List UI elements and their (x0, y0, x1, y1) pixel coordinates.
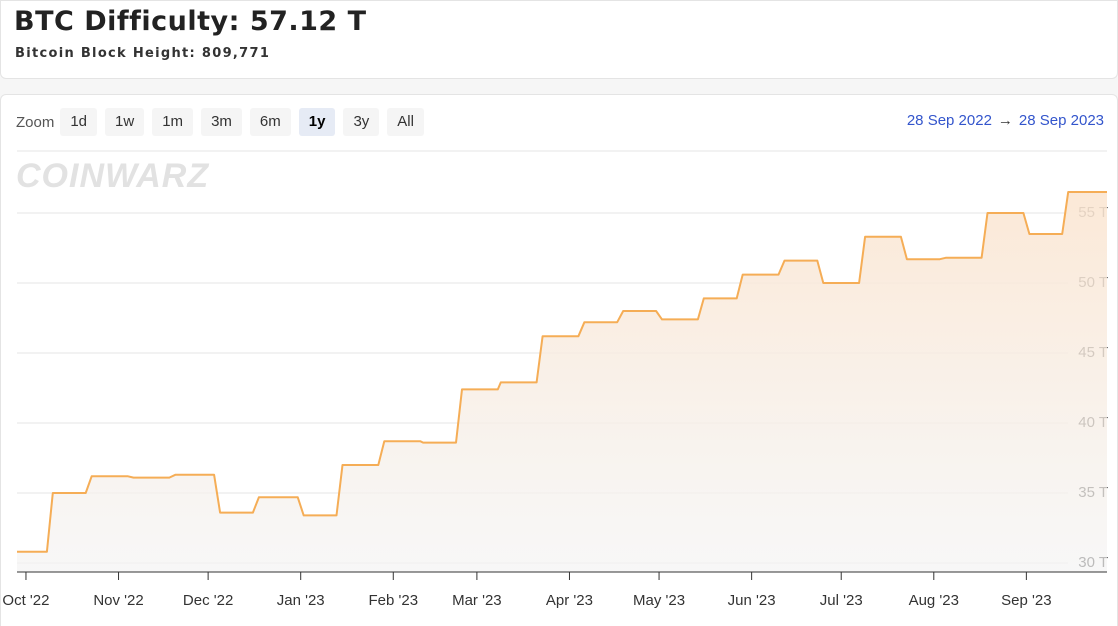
zoom-button[interactable]: 1y (298, 108, 336, 136)
range-to[interactable]: 28 Sep 2023 (1018, 112, 1104, 129)
x-tick-label: Apr '23 (546, 592, 593, 609)
x-tick-label: Jan '23 (277, 592, 325, 609)
x-tick-label: May '23 (633, 592, 685, 609)
page-title: BTC Difficulty: 57.12 T (14, 6, 367, 37)
zoom-label: Zoom (16, 113, 55, 131)
x-tick-label: Nov '22 (93, 592, 143, 609)
x-tick-label: Feb '23 (368, 592, 418, 609)
date-range: 28 Sep 2022 → 28 Sep 2023 (907, 112, 1104, 129)
zoom-button[interactable]: 3y (343, 108, 380, 136)
zoom-button[interactable]: 3m (201, 108, 242, 136)
x-tick-label: Sep '23 (1001, 592, 1051, 609)
x-tick-label: Jul '23 (820, 592, 863, 609)
x-tick-label: Aug '23 (909, 592, 959, 609)
zoom-button[interactable]: 1d (60, 108, 98, 136)
zoom-button[interactable]: All (387, 108, 424, 136)
watermark: COINWARZ (16, 157, 209, 195)
header-card: BTC Difficulty: 57.12 T Bitcoin Block He… (0, 0, 1118, 79)
x-tick-label: Dec '22 (183, 592, 233, 609)
area-fill (17, 192, 1107, 572)
zoom-bar: Zoom 1d 1w 1m 3m 6m 1y 3y All (16, 108, 432, 136)
x-tick-label: Oct '22 (2, 592, 49, 609)
page-subtitle: Bitcoin Block Height: 809,771 (15, 46, 271, 61)
data-line (17, 191, 1107, 553)
range-arrow: → (997, 112, 1013, 129)
zoom-button[interactable]: 6m (249, 108, 291, 136)
zoom-button[interactable]: 1m (152, 108, 194, 136)
zoom-button[interactable]: 1w (105, 108, 145, 136)
x-tick-label: Mar '23 (452, 592, 502, 609)
x-tick-label: Jun '23 (728, 592, 776, 609)
range-from[interactable]: 28 Sep 2022 (906, 112, 992, 129)
